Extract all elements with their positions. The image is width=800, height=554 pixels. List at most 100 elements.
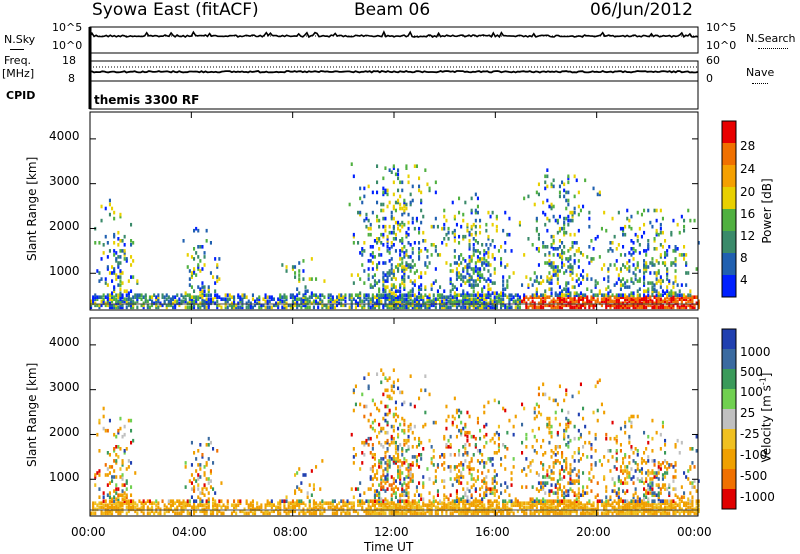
range-cell: [401, 180, 404, 185]
range-cell: [632, 499, 635, 503]
range-cell: [348, 511, 351, 516]
range-cell: [491, 503, 494, 507]
range-cell: [569, 257, 572, 261]
range-cell: [399, 469, 402, 473]
range-cell: [535, 305, 538, 310]
range-cell: [546, 475, 549, 479]
range-cell: [277, 301, 280, 306]
range-cell: [384, 228, 387, 233]
range-cell: [561, 305, 564, 310]
range-cell: [600, 402, 603, 407]
range-cell: [386, 505, 389, 510]
range-cell: [634, 461, 637, 465]
range-cell: [306, 299, 309, 304]
range-cell: [676, 283, 679, 287]
range-cell: [537, 232, 540, 237]
range-cell: [659, 303, 662, 308]
range-cell: [315, 301, 318, 306]
range-cell: [407, 438, 410, 443]
range-cell: [455, 293, 458, 297]
range-cell: [493, 271, 496, 275]
range-cell: [659, 275, 662, 279]
range-cell: [388, 396, 391, 401]
range-cell: [193, 501, 196, 505]
range-cell: [197, 503, 200, 507]
range-cell: [624, 420, 627, 425]
range-cell: [609, 263, 612, 267]
range-cell: [449, 507, 452, 512]
range-cell: [632, 451, 635, 455]
range-cell: [413, 279, 416, 283]
range-cell: [565, 443, 568, 447]
range-cell: [561, 477, 564, 481]
range-cell: [382, 305, 385, 310]
range-cell: [365, 509, 368, 514]
range-cell: [138, 507, 141, 512]
range-cell: [111, 293, 114, 297]
range-cell: [582, 505, 585, 510]
range-cell: [251, 297, 254, 301]
range-cell: [643, 295, 646, 299]
range-cell: [388, 394, 391, 399]
range-cell: [628, 251, 631, 255]
range-cell: [167, 301, 170, 306]
range-cell: [514, 293, 517, 297]
range-cell: [548, 505, 551, 510]
range-cell: [571, 479, 574, 483]
range-cell: [392, 206, 395, 211]
range-cell: [605, 305, 608, 310]
range-cell: [653, 247, 656, 251]
range-cell: [510, 305, 513, 310]
range-cell: [487, 289, 490, 293]
range-cell: [458, 449, 461, 453]
range-cell: [607, 501, 610, 505]
range-cell: [390, 293, 393, 297]
range-cell: [497, 436, 500, 441]
range-cell: [382, 224, 385, 229]
range-cell: [529, 511, 532, 516]
range-cell: [119, 501, 122, 505]
range-cell: [399, 228, 402, 233]
range-cell: [445, 295, 448, 299]
range-cell: [525, 505, 528, 510]
range-cell: [455, 479, 458, 483]
range-cell: [401, 301, 404, 306]
range-cell: [554, 398, 557, 403]
range-cell: [382, 234, 385, 239]
range-cell: [653, 305, 656, 310]
range-cell: [102, 251, 105, 255]
range-cell: [531, 497, 534, 501]
range-cell: [113, 253, 116, 257]
range-cell: [136, 281, 139, 285]
range-cell: [426, 297, 429, 301]
range-cell: [415, 216, 418, 221]
range-cell: [130, 485, 133, 489]
range-cell: [373, 457, 376, 461]
range-cell: [638, 479, 641, 483]
range-cell: [483, 301, 486, 306]
range-cell: [117, 507, 120, 512]
range-cell: [668, 297, 671, 301]
range-cell: [495, 473, 498, 477]
range-cell: [371, 267, 374, 271]
range-cell: [548, 422, 551, 427]
range-cell: [479, 279, 482, 283]
range-cell: [432, 499, 435, 503]
range-cell: [655, 281, 658, 285]
range-cell: [224, 303, 227, 308]
range-cell: [186, 509, 189, 514]
range-cell: [670, 303, 673, 308]
range-cell: [441, 303, 444, 308]
range-cell: [418, 275, 421, 279]
freq-unit-label: [MHz]: [2, 67, 35, 80]
range-cell: [315, 293, 318, 297]
range-cell: [638, 299, 641, 304]
range-cell: [455, 509, 458, 514]
range-cell: [479, 293, 482, 297]
range-cell: [640, 234, 643, 239]
range-cell: [403, 438, 406, 443]
range-cell: [397, 176, 400, 181]
range-cell: [363, 376, 366, 380]
range-cell: [577, 491, 580, 495]
range-cell: [146, 507, 149, 512]
